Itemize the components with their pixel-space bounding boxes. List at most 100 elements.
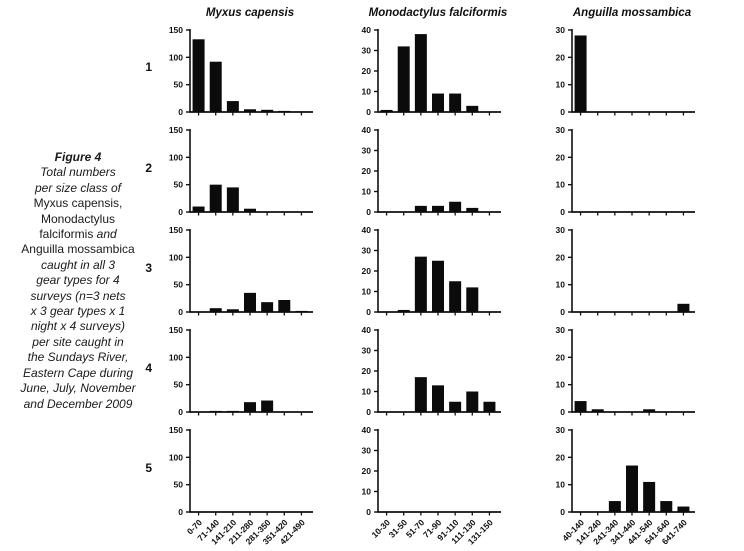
caption-text: June, July, November [20, 381, 136, 396]
y-tick-label: 0 [178, 207, 183, 217]
y-tick-label: 100 [169, 352, 183, 362]
y-tick-label: 50 [174, 380, 184, 390]
y-tick-label: 0 [560, 207, 565, 217]
caption-text: per size class of [34, 180, 122, 195]
y-tick-label: 30 [362, 346, 372, 356]
y-tick-label: 10 [556, 480, 566, 490]
figure-caption: Figure 4 Total numbers per size class of My… [2, 150, 154, 412]
y-tick-label: 20 [362, 366, 372, 376]
caption-line: the Sundays River, [2, 350, 154, 365]
bar [209, 308, 222, 312]
bar [466, 105, 479, 112]
caption-text: falciformis [39, 227, 97, 242]
bar [608, 501, 621, 512]
caption-line: falciformis and [2, 227, 154, 242]
column-title-anguilla-mossambica: Anguilla mossambica [572, 7, 692, 19]
y-tick-label: 10 [362, 287, 372, 297]
bar [209, 61, 222, 112]
y-tick-label: 150 [169, 25, 183, 35]
caption-text: caught in all 3 [40, 257, 116, 272]
bar [244, 292, 256, 312]
caption-line: surveys (n=3 nets [2, 289, 154, 304]
chart-col3-row1: 0 10 20 30 [556, 25, 695, 117]
column-title-monodactylus-falciformis: Monodactylus falciformis [368, 7, 508, 19]
chart-col3-row5: 010203040-140141-240241-340341-440441-54… [556, 425, 695, 546]
chart-col2-row3: 0 10 20 30 40 [362, 225, 501, 317]
chart-col2-row1: 0 10 20 30 40 [362, 25, 501, 117]
y-tick-label: 0 [178, 307, 183, 317]
caption-line: and December 2009 [2, 397, 154, 412]
caption-line: Monodactylus [2, 212, 154, 227]
y-tick-label: 150 [169, 325, 183, 335]
bar [397, 309, 410, 312]
y-tick-label: 20 [362, 166, 372, 176]
caption-text: surveys (n=3 nets [30, 288, 126, 303]
y-tick-label: 40 [362, 225, 372, 235]
caption-text: Anguilla mossambica [21, 242, 135, 257]
y-tick-label: 40 [362, 425, 372, 435]
bar [449, 281, 462, 312]
caption-text: Myxus capensis, [33, 196, 123, 211]
y-tick-label: 0 [560, 407, 565, 417]
bar [209, 410, 222, 412]
y-tick-label: 10 [362, 387, 372, 397]
bar [226, 187, 239, 212]
row-label-2: 2 [145, 161, 152, 175]
y-tick-label: 0 [560, 107, 565, 117]
caption-line: Eastern Cape during [2, 366, 154, 381]
caption-text: per site caught in [32, 334, 124, 349]
y-tick-label: 0 [366, 407, 371, 417]
y-tick-label: 0 [178, 507, 183, 517]
chart-col2-row2: 0 10 20 30 40 [362, 125, 501, 217]
y-tick-label: 30 [556, 425, 566, 435]
y-tick-label: 10 [556, 280, 566, 290]
bar [483, 401, 496, 412]
y-tick-label: 50 [174, 180, 184, 190]
bar [449, 93, 462, 112]
chart-col1-row5: 0501001500-7071-140141-210211-280281-350… [169, 425, 313, 546]
bar [432, 93, 444, 112]
chart-col1-row4: 0 50 100 150 [169, 325, 313, 417]
bar [677, 506, 690, 512]
caption-text: Monodactylus [40, 211, 116, 226]
bar [643, 409, 656, 412]
y-tick-label: 0 [366, 107, 371, 117]
bar [192, 206, 205, 212]
y-tick-label: 20 [362, 266, 372, 276]
bar [261, 109, 274, 112]
bar [591, 409, 604, 412]
bar [278, 110, 291, 112]
y-tick-label: 10 [362, 187, 372, 197]
y-tick-label: 0 [366, 207, 371, 217]
caption-line: x 3 gear types x 1 [2, 304, 154, 319]
row-label-4: 4 [145, 361, 152, 375]
bar [397, 46, 410, 112]
chart-col2-row4: 0 10 20 30 40 [362, 325, 501, 417]
y-tick-label: 0 [178, 107, 183, 117]
y-tick-label: 150 [169, 125, 183, 135]
caption-text: gear types for 4 [36, 273, 120, 288]
y-tick-label: 40 [362, 325, 372, 335]
y-tick-label: 0 [366, 307, 371, 317]
row-label-3: 3 [145, 261, 152, 275]
caption-text: Eastern Cape during [22, 365, 134, 380]
y-tick-label: 40 [362, 25, 372, 35]
bar [432, 260, 444, 312]
y-tick-label: 150 [169, 225, 183, 235]
bar [244, 109, 256, 112]
caption-text: Figure 4 [54, 150, 102, 164]
bar [466, 391, 479, 412]
bar [432, 385, 444, 412]
bar [414, 377, 427, 412]
y-tick-label: 100 [169, 452, 183, 462]
y-tick-label: 10 [556, 80, 566, 90]
y-tick-label: 0 [178, 407, 183, 417]
bar [626, 465, 638, 512]
bar [244, 208, 256, 212]
bar [226, 101, 239, 112]
caption-text: the Sundays River, [27, 350, 129, 365]
y-tick-label: 0 [560, 507, 565, 517]
caption-line: Anguilla mossambica [2, 242, 154, 257]
y-tick-label: 50 [174, 280, 184, 290]
